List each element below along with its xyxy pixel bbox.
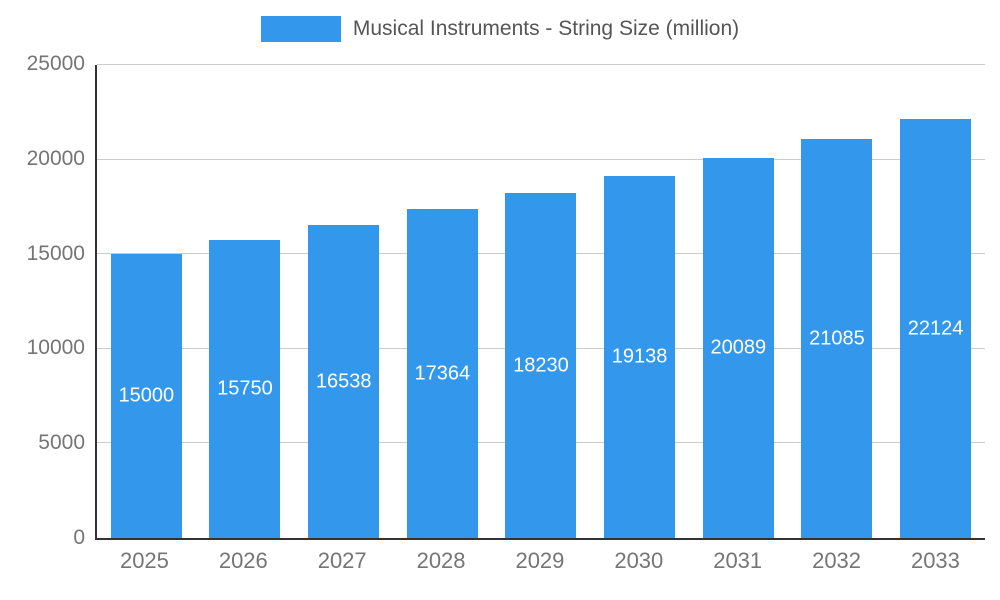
y-tick-label: 0 (73, 526, 85, 549)
bar: 19138 (604, 175, 676, 538)
x-tick-label: 2032 (812, 548, 862, 573)
bar: 15750 (209, 240, 281, 538)
bar-value-label: 20089 (710, 336, 767, 359)
y-tick-label: 25000 (26, 52, 85, 75)
y-tick-label: 15000 (26, 241, 85, 265)
legend-swatch (260, 16, 341, 42)
bar: 17364 (406, 209, 478, 538)
bar: 20089 (702, 157, 774, 538)
bar: 21085 (801, 139, 873, 538)
bar: 22124 (900, 119, 972, 538)
bar-slot: 18230 (505, 65, 577, 538)
bar-slot: 19138 (604, 65, 676, 538)
bar-value-label: 18230 (513, 354, 569, 377)
x-tick-label: 2028 (416, 548, 466, 573)
gridline: 20000 (27, 147, 985, 170)
bars-group: 15000 15750 16538 17364 18230 19138 20089 21085… (97, 65, 985, 538)
bar-value-label: 22124 (907, 317, 964, 340)
y-tick-label: 20000 (26, 146, 85, 170)
bar-value-label: 21085 (809, 327, 865, 350)
gridline: 0 (73, 526, 985, 549)
bar-slot: 22124 (900, 65, 972, 538)
bar: 15000 (110, 254, 182, 538)
x-tick-label: 2030 (614, 548, 664, 573)
bar-value-label: 19138 (611, 345, 668, 368)
chart-title: Musical Instruments - String Size (milli… (352, 17, 740, 40)
x-tick-label: 2033 (910, 548, 960, 573)
bar-value-label: 16538 (315, 370, 372, 393)
x-tick-label: 2025 (119, 548, 169, 573)
x-axis-labels: 2025 2026 2027 2028 2029 2030 2031 2032 2033 (95, 548, 985, 574)
bar-slot: 15750 (209, 65, 281, 538)
x-tick-label: 2029 (515, 548, 565, 573)
x-tick-label: 2031 (713, 548, 763, 573)
bar-slot: 16538 (308, 65, 380, 538)
bar-value-label: 15000 (118, 384, 175, 407)
y-tick-label: 10000 (26, 336, 85, 360)
chart-legend: Musical Instruments - String Size (milli… (0, 16, 1000, 42)
y-tick-label: 5000 (38, 431, 85, 455)
gridline: 25000 (27, 52, 985, 75)
bar: 18230 (505, 193, 577, 538)
bar-value-label: 17364 (414, 362, 471, 385)
plot-area: 0 5000 10000 15000 20000 25000 15000 15750 1653… (27, 52, 985, 549)
bar: 16538 (308, 225, 380, 538)
bar-slot: 15000 (110, 65, 182, 538)
bar-slot: 21085 (801, 65, 873, 538)
x-tick-label: 2027 (317, 548, 367, 573)
x-tick-label: 2026 (218, 548, 268, 573)
bar-value-label: 15750 (217, 377, 273, 400)
bar-slot: 20089 (702, 65, 774, 538)
bar-slot: 17364 (406, 65, 478, 538)
